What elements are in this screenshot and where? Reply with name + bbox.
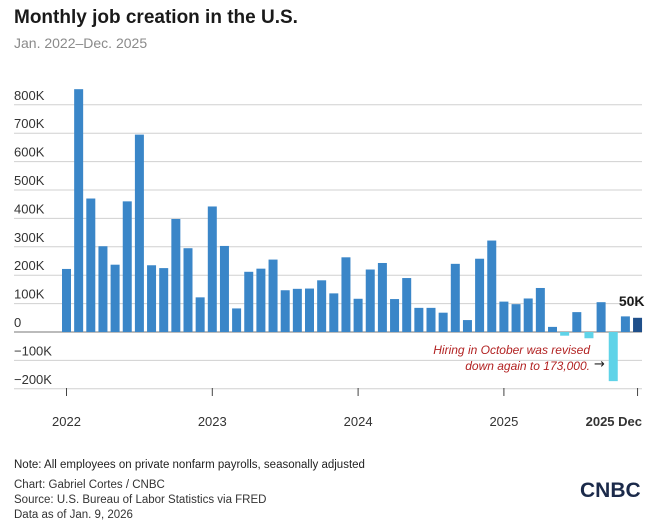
bar — [377, 262, 387, 332]
bar — [256, 268, 266, 332]
bar — [134, 134, 144, 332]
data-source: Source: U.S. Bureau of Labor Statistics … — [14, 494, 267, 506]
bar — [475, 258, 485, 332]
x-tick-label: 2022 — [52, 414, 81, 429]
x-tick-label: 2024 — [344, 414, 373, 429]
bar — [426, 307, 436, 332]
bar — [620, 316, 630, 332]
bar — [596, 302, 606, 332]
bar — [341, 257, 351, 332]
y-tick-label: 200K — [14, 258, 45, 273]
footnote: Note: All employees on private nonfarm p… — [14, 459, 365, 471]
x-axis-ticks: 2022 2023 2024 2025 2025 Dec — [52, 388, 642, 429]
bar — [110, 264, 120, 332]
y-tick-label: 700K — [14, 116, 45, 131]
y-axis-ticks: 800K 700K 600K 500K 400K 300K 200K 100K 0 −100K −2… — [14, 88, 52, 387]
chart-title: Monthly job creation in the U.S. — [14, 7, 298, 28]
bar — [560, 332, 570, 336]
bar — [98, 246, 108, 332]
chart-credit: Chart: Gabriel Cortes / CNBC — [14, 479, 165, 491]
y-tick-label: −100K — [14, 343, 52, 358]
bars — [62, 89, 643, 382]
bar — [487, 240, 497, 332]
annotation-line-2: down again to 173,000. — [465, 359, 590, 373]
bar — [353, 298, 363, 332]
y-tick-label: 100K — [14, 287, 45, 302]
bar — [584, 332, 594, 339]
y-tick-label: 500K — [14, 173, 45, 188]
bar — [402, 278, 412, 332]
bar — [305, 288, 314, 332]
bar — [523, 298, 533, 332]
bar — [633, 317, 643, 332]
bar — [183, 248, 193, 332]
bar — [268, 259, 278, 332]
bar — [548, 326, 557, 332]
x-tick-label: 2025 Dec — [586, 414, 642, 429]
y-tick-label: 0 — [14, 315, 21, 330]
bar — [499, 301, 509, 332]
bar — [572, 312, 582, 332]
bar — [122, 201, 132, 332]
bar — [171, 218, 181, 332]
bar — [390, 299, 400, 332]
bar — [62, 268, 71, 332]
bar — [292, 288, 302, 332]
y-tick-label: 400K — [14, 201, 45, 216]
y-tick-label: 600K — [14, 145, 45, 160]
bar — [462, 320, 472, 332]
last-value-label: 50K — [619, 293, 645, 309]
y-tick-label: −200K — [14, 372, 52, 387]
annotation: 50K Hiring in October was revised down aga… — [433, 293, 644, 373]
bar — [232, 308, 242, 332]
bar-chart: 800K 700K 600K 500K 400K 300K 200K 100K 0 −100K −2… — [14, 88, 645, 429]
data-date: Data as of Jan. 9, 2026 — [14, 509, 133, 521]
arrow-icon: → — [594, 357, 605, 372]
bar — [207, 206, 217, 332]
bar — [195, 297, 205, 332]
bar — [74, 89, 84, 333]
cnbc-logo: CNBC — [580, 479, 641, 502]
y-tick-label: 800K — [14, 88, 45, 103]
bar — [438, 312, 448, 332]
bar — [219, 245, 229, 332]
bar — [147, 265, 157, 332]
x-tick-label: 2023 — [198, 414, 227, 429]
bar — [365, 269, 375, 332]
chart-subtitle: Jan. 2022–Dec. 2025 — [14, 35, 148, 51]
bar — [511, 304, 521, 332]
bar — [244, 271, 254, 332]
bar — [280, 290, 290, 332]
bar — [414, 307, 424, 332]
bar — [450, 263, 460, 332]
bar — [329, 293, 339, 332]
footer-notes: Note: All employees on private nonfarm p… — [14, 458, 365, 523]
bar — [535, 287, 545, 332]
bar — [317, 280, 327, 332]
bar — [86, 198, 96, 332]
bar — [159, 268, 169, 332]
annotation-line-1: Hiring in October was revised — [433, 343, 590, 357]
y-tick-label: 300K — [14, 230, 45, 245]
x-tick-label: 2025 — [489, 414, 518, 429]
bar — [608, 332, 618, 382]
